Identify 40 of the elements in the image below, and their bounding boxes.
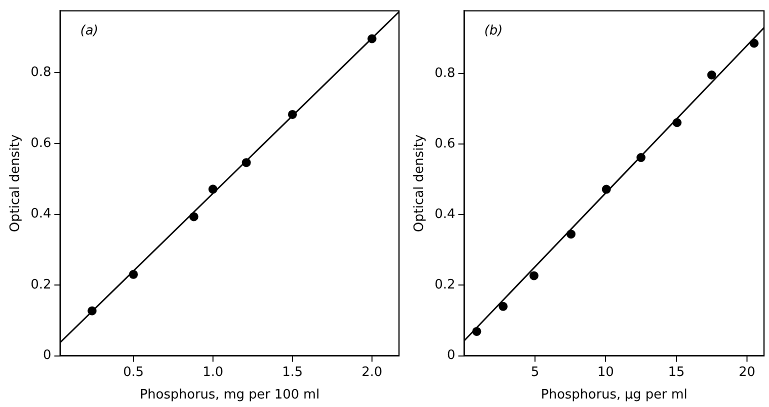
x-tick-label: 5	[530, 364, 540, 380]
point	[750, 38, 759, 48]
point	[288, 110, 297, 119]
y-tick-label: 0.2	[30, 277, 52, 292]
point	[472, 326, 482, 336]
x-tick-label: 10	[597, 364, 614, 380]
point	[636, 153, 646, 162]
x-axis-title: Phosphorus, µg per ml	[540, 388, 688, 403]
y-tick-label: 0	[446, 348, 456, 364]
x-tick-label: 20	[738, 364, 756, 380]
point	[242, 158, 251, 168]
x-tick-label: 2.0	[362, 364, 382, 380]
x-tick-label: 1.0	[202, 364, 224, 380]
y-tick-label: 0.2	[434, 278, 456, 293]
point	[672, 118, 682, 128]
point	[529, 271, 538, 280]
point	[566, 230, 576, 239]
y-tick-label: 0	[42, 348, 52, 364]
point	[602, 184, 611, 194]
x-tick-label: 1.5	[282, 364, 303, 380]
x-axis-title: Phosphorus, mg per 100 ml	[140, 388, 320, 403]
point	[498, 302, 508, 311]
x-tick-label: 15	[668, 364, 685, 380]
y-tick-label: 0.6	[30, 136, 52, 151]
point	[367, 34, 376, 44]
y-axis-title: Optical density	[8, 134, 24, 232]
x-tick-label: 0.5	[123, 364, 144, 380]
y-tick-label: 0.4	[434, 207, 456, 222]
y-tick-label: 0.8	[434, 66, 456, 81]
annotation: (b)	[484, 24, 503, 39]
y-tick-label: 0.8	[30, 65, 52, 80]
point	[707, 70, 716, 80]
point	[208, 184, 218, 194]
point	[88, 306, 97, 316]
point	[128, 270, 138, 279]
y-axis-title: Optical density	[412, 134, 428, 232]
annotation: (a)	[80, 24, 98, 39]
y-tick-label: 0.4	[30, 206, 52, 222]
point	[189, 212, 198, 222]
y-tick-label: 0.6	[434, 136, 456, 152]
